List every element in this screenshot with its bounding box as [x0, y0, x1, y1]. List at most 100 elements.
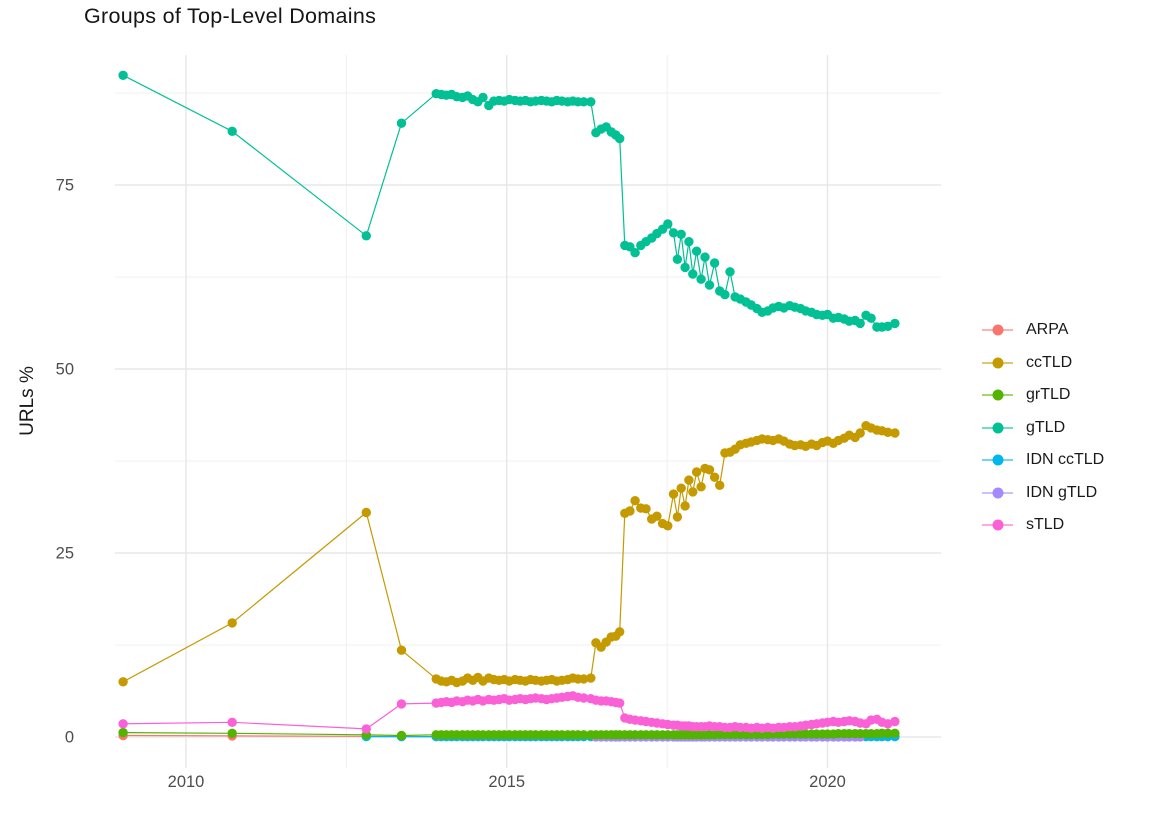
data-point — [625, 506, 635, 516]
legend: ARPA ccTLD grTLD gTLD IDN ccTLD IDN gTLD sTLD — [982, 319, 1104, 547]
axis-tick-labels: 2010 2015 2020 0 25 50 75 — [56, 177, 846, 792]
data-point — [478, 92, 488, 103]
x-tick-label: 2015 — [488, 773, 525, 791]
legend-item-cctld: ccTLD — [982, 352, 1104, 374]
data-point — [118, 727, 128, 738]
data-point — [890, 716, 900, 727]
data-point — [720, 290, 730, 300]
data-point — [883, 427, 893, 437]
data-point — [668, 228, 679, 238]
data-point — [615, 698, 625, 708]
y-tick-label: 25 — [56, 545, 74, 563]
data-point — [118, 70, 128, 81]
legend-label: grTLD — [1026, 386, 1071, 403]
series-grtld — [118, 727, 900, 741]
data-point — [691, 467, 702, 477]
data-point — [586, 97, 596, 107]
data-point — [579, 693, 589, 703]
data-point — [672, 512, 683, 522]
data-point — [579, 730, 589, 740]
data-point — [118, 677, 128, 687]
data-point — [688, 487, 698, 497]
data-point — [700, 252, 710, 262]
data-point — [883, 321, 893, 331]
data-point — [396, 699, 407, 709]
data-point — [709, 258, 720, 268]
data-point — [396, 645, 407, 655]
data-point — [652, 511, 662, 521]
data-point — [579, 674, 589, 684]
data-point — [361, 231, 371, 241]
y-tick-label: 0 — [65, 729, 74, 747]
legend-item-grtld: grTLD — [982, 384, 1104, 406]
data-point — [696, 274, 706, 284]
chart-title: Groups of Top-Level Domains — [84, 4, 377, 28]
data-point — [361, 724, 371, 734]
data-point — [118, 719, 128, 729]
data-point — [866, 313, 876, 323]
data-point — [630, 496, 640, 506]
data-point — [855, 318, 865, 329]
data-point — [615, 627, 625, 637]
series-line — [122, 74, 896, 328]
x-tick-label: 2020 — [809, 773, 846, 791]
gridlines — [115, 55, 941, 768]
data-point — [684, 237, 694, 247]
data-point — [696, 482, 706, 492]
data-point — [883, 728, 893, 738]
data-point — [396, 118, 407, 128]
legend-label: sTLD — [1026, 516, 1065, 533]
data-point — [680, 262, 690, 273]
legend-key-icon — [982, 417, 1013, 439]
legend-key-icon — [982, 514, 1013, 536]
data-point — [709, 472, 720, 482]
legend-label: ccTLD — [1026, 353, 1073, 371]
x-tick-label: 2010 — [168, 773, 205, 791]
data-point — [672, 254, 683, 264]
data-point — [227, 728, 237, 738]
legend-item-gtld: gTLD — [982, 417, 1104, 439]
series-cctld — [118, 421, 900, 688]
legend-label: gTLD — [1026, 418, 1066, 436]
series-stld — [118, 691, 900, 734]
data-point — [855, 428, 865, 438]
data-point — [688, 269, 698, 279]
legend-key-icon — [982, 352, 1013, 374]
legend-label: IDN gTLD — [1026, 483, 1098, 501]
data-point — [676, 483, 686, 493]
data-point — [227, 618, 237, 628]
data-point — [676, 229, 686, 239]
data-point — [883, 719, 893, 729]
data-point — [684, 475, 694, 485]
data-point — [890, 318, 900, 329]
data-point — [691, 246, 702, 256]
data-point — [663, 219, 673, 229]
legend-item-idn-cctld: IDN ccTLD — [982, 449, 1104, 471]
legend-label: ARPA — [1026, 321, 1069, 338]
legend-key-icon — [982, 384, 1013, 406]
data-point — [704, 280, 715, 290]
data-point — [361, 507, 371, 518]
y-tick-label: 50 — [56, 361, 74, 379]
data-point — [704, 465, 715, 475]
legend-item-idn-gtld: IDN gTLD — [982, 482, 1104, 504]
data-point — [715, 480, 725, 490]
series-gtld — [118, 70, 900, 332]
legend-item-stld: sTLD — [982, 514, 1104, 536]
series-layer — [118, 70, 900, 742]
legend-key-icon — [982, 449, 1013, 471]
y-tick-label: 75 — [56, 177, 74, 195]
data-point — [227, 717, 237, 727]
data-point — [663, 521, 673, 531]
legend-key-icon — [982, 482, 1013, 504]
data-point — [630, 248, 640, 258]
series-line — [122, 424, 895, 684]
data-point — [890, 728, 900, 738]
legend-label: IDN ccTLD — [1026, 451, 1105, 468]
data-point — [725, 267, 735, 277]
legend-item-arpa: ARPA — [982, 319, 1104, 341]
legend-key-icon — [982, 319, 1013, 341]
data-point — [586, 673, 596, 683]
data-point — [890, 428, 900, 438]
